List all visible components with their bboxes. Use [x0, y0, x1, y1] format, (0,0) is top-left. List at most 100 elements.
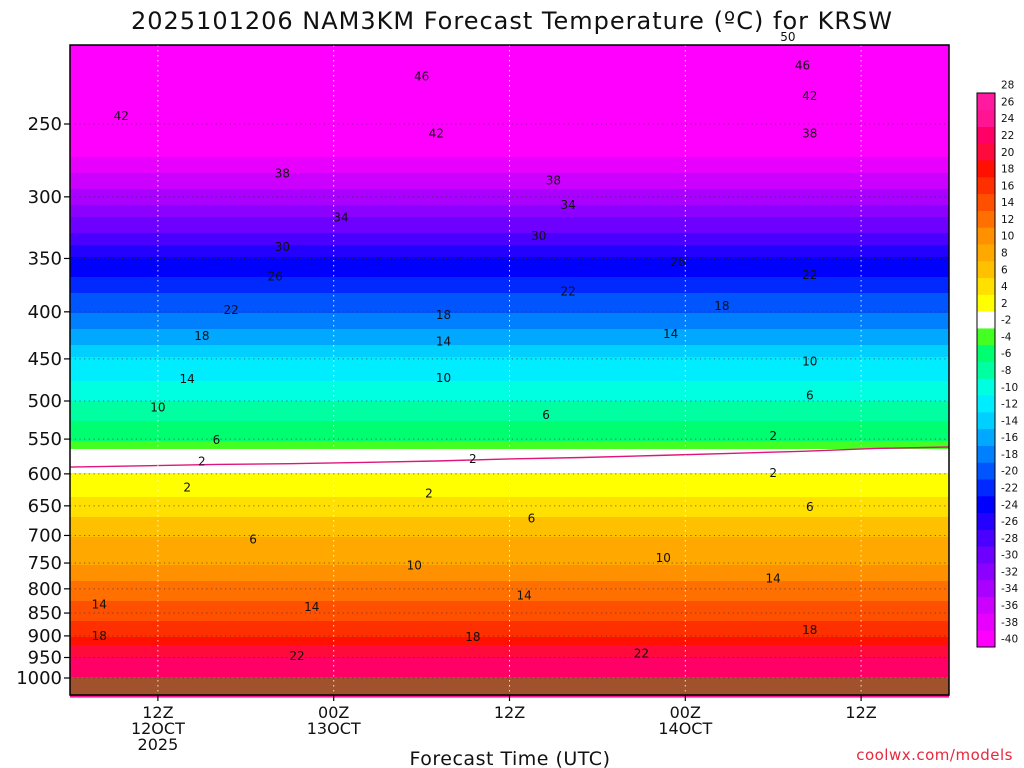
x-tick-label: 12Z — [494, 703, 525, 722]
x-tick-label: 12Z — [142, 703, 173, 722]
contour-label: 10 — [150, 400, 165, 414]
temperature-band — [70, 405, 949, 410]
temperature-band — [70, 205, 949, 210]
colorbar-label: -40 — [1001, 634, 1018, 646]
contour-label: 50 — [780, 30, 795, 44]
contour-label: 14 — [304, 600, 319, 614]
colorbar-label: -14 — [1001, 415, 1018, 427]
contour-label: 14 — [92, 597, 107, 611]
contour-label: 10 — [656, 551, 671, 565]
colorbar-swatch — [977, 579, 995, 598]
contour-label: 22 — [634, 647, 649, 661]
temperature-band — [70, 57, 949, 62]
colorbar-label: -38 — [1001, 617, 1018, 629]
y-tick-label: 550 — [28, 429, 62, 450]
temperature-band — [70, 661, 949, 666]
temperature-band — [70, 221, 949, 226]
temperature-band — [70, 257, 949, 262]
colorbar-label: -30 — [1001, 550, 1018, 562]
temperature-band — [70, 397, 949, 402]
contour-label: 18 — [92, 629, 107, 643]
contour-label: 38 — [275, 167, 290, 181]
y-tick-label: 700 — [28, 525, 62, 546]
temperature-band — [70, 577, 949, 582]
contour-label: 6 — [542, 408, 550, 422]
temperature-band — [70, 525, 949, 530]
contour-label: 10 — [802, 355, 817, 369]
y-tick-label: 850 — [28, 603, 62, 624]
temperature-band — [70, 601, 949, 606]
temperature-band — [70, 101, 949, 106]
colorbar-label: 24 — [1001, 113, 1015, 125]
contour-label: 18 — [436, 308, 451, 322]
x-tick-label: 00Z — [670, 703, 701, 722]
temperature-band — [70, 501, 949, 506]
x-tick-label: 12OCT — [131, 719, 185, 738]
x-tick-label: 14OCT — [658, 719, 712, 738]
temperature-band — [70, 417, 949, 422]
colorbar-label: 8 — [1001, 247, 1008, 259]
colorbar-label: -28 — [1001, 533, 1018, 545]
colorbar-label: 26 — [1001, 96, 1015, 108]
contour-label: 22 — [802, 268, 817, 282]
colorbar-swatch — [977, 563, 995, 581]
credit-link[interactable]: coolwx.com/models — [856, 746, 1013, 764]
contour-label: 42 — [114, 109, 129, 123]
x-axis-title: Forecast Time (UTC) — [410, 748, 611, 768]
colorbar-label: 16 — [1001, 180, 1015, 192]
temperature-band — [70, 181, 949, 186]
contour-label: 2 — [769, 429, 777, 443]
temperature-band — [70, 561, 949, 566]
contour-label: 14 — [663, 327, 678, 341]
colorbar-swatch — [977, 395, 995, 413]
temperature-band — [70, 465, 949, 470]
temperature-band — [70, 481, 949, 486]
contour-label: 6 — [213, 433, 221, 447]
y-tick-label: 450 — [28, 349, 62, 370]
contour-label: 46 — [414, 70, 429, 84]
temperature-band — [70, 437, 949, 442]
x-tick-label: 2025 — [138, 735, 179, 754]
temperature-band — [70, 485, 949, 490]
temperature-band — [70, 321, 949, 326]
colorbar-swatch — [977, 361, 995, 379]
colorbar-label: -26 — [1001, 516, 1018, 528]
contour-label: 2 — [198, 455, 206, 469]
temperature-band — [70, 317, 949, 322]
y-tick-label: 900 — [28, 626, 62, 647]
colorbar-swatch — [977, 328, 995, 346]
temperature-band — [70, 645, 949, 650]
colorbar-swatch — [977, 160, 995, 178]
colorbar-swatch — [977, 244, 995, 262]
colorbar-frame — [976, 92, 996, 648]
temperature-band — [70, 281, 949, 286]
temperature-band — [70, 401, 949, 406]
colorbar-swatch — [977, 411, 995, 430]
contour-label: 30 — [531, 229, 546, 243]
temperature-band — [70, 441, 949, 446]
temperature-band — [70, 497, 949, 502]
colorbar-swatch — [977, 344, 995, 363]
contour-label: 14 — [180, 372, 195, 386]
colorbar-swatch — [977, 93, 995, 111]
temperature-band — [70, 65, 949, 70]
temperature-band — [70, 461, 949, 466]
colorbar-swatch — [977, 294, 995, 312]
colorbar-label: -4 — [1001, 331, 1012, 343]
temperature-band — [70, 201, 949, 206]
colorbar-swatch — [977, 529, 995, 547]
contour-label: 26 — [267, 269, 282, 283]
temperature-band — [70, 565, 949, 570]
colorbar-swatch — [977, 546, 995, 564]
temperature-band — [70, 621, 949, 626]
y-tick-label: 1000 — [16, 668, 62, 689]
contour-label: 10 — [407, 559, 422, 573]
temperature-band — [70, 85, 949, 90]
colorbar-swatch — [977, 495, 995, 514]
temperature-band — [70, 557, 949, 562]
contour-label: 14 — [766, 572, 781, 586]
temperature-band — [70, 445, 949, 450]
colorbar-swatch — [977, 630, 995, 648]
x-tick-label: 00Z — [318, 703, 349, 722]
